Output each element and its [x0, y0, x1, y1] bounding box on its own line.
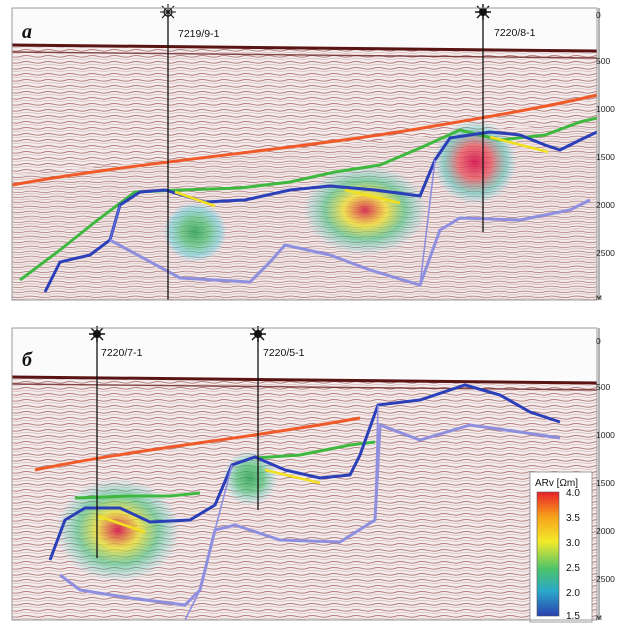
- panel-label: а: [22, 21, 32, 43]
- seismic-section-a: 7219/9-1 7220/8-1 а 0 500 1000 1500 2000…: [11, 4, 615, 302]
- depth-tick-label: 1500: [596, 152, 615, 162]
- depth-tick-label: 0: [596, 10, 601, 20]
- seismic-panel-b: 7220/7-1 7220/5-1 б ARv [Ωm] 4.0 3.5 3.0…: [0, 320, 637, 629]
- depth-tick-label: 2000: [596, 526, 615, 536]
- seismic-panel-a: 7219/9-1 7220/8-1 а 0 500 1000 1500 2000…: [11, 4, 615, 302]
- green-horizon: [19, 116, 598, 282]
- colorbar-tick-label: 3.0: [566, 538, 580, 549]
- resistivity-anomaly: [433, 120, 517, 204]
- green-horizon: [74, 491, 201, 500]
- depth-tick-label: 1000: [596, 104, 615, 114]
- depth-axis: 0 500 1000 1500 2000 2500 м: [596, 8, 615, 302]
- seabed-reflector: [11, 43, 598, 53]
- well-label: 7219/9-1: [178, 28, 220, 40]
- blue-horizon: [48, 383, 561, 561]
- depth-tick-label: 2500: [596, 574, 615, 584]
- filled-star-icon: [475, 4, 491, 20]
- yellow-horizon: [174, 190, 216, 208]
- depth-axis: 0 500 1000 1500 2000 2500 м: [596, 328, 615, 622]
- water-column: [12, 328, 597, 382]
- seismic-section-b: 7220/7-1 7220/5-1 б ARv [Ωm] 4.0 3.5 3.0…: [11, 326, 615, 623]
- depth-tick-label: 0: [596, 336, 601, 346]
- yellow-horizon: [97, 514, 146, 534]
- well-label: 7220/5-1: [263, 347, 305, 359]
- depth-tick-label: 1000: [596, 430, 615, 440]
- colorbar-tick-label: 3.5: [566, 513, 580, 524]
- resistivity-anomaly: [56, 478, 180, 582]
- depth-unit-label: м: [596, 612, 602, 622]
- seabed-reflector: [11, 375, 598, 385]
- lower-horizon: [109, 198, 591, 287]
- depth-tick-label: 2500: [596, 248, 615, 258]
- depth-unit-label: м: [596, 292, 602, 302]
- orange-horizon: [11, 93, 598, 187]
- resistivity-anomaly: [163, 202, 227, 262]
- green-horizon: [254, 440, 376, 460]
- filled-star-icon: [89, 326, 105, 342]
- water-column: [12, 8, 597, 50]
- resistivity-colorbar: ARv [Ωm] 4.0 3.5 3.0 2.5 2.0 1.5: [529, 471, 593, 623]
- well-label: 7220/8-1: [494, 27, 536, 39]
- colorbar-tick-label: 2.5: [566, 563, 580, 574]
- resistivity-anomaly: [303, 165, 427, 255]
- orange-horizon: [34, 416, 361, 472]
- depth-tick-label: 1500: [596, 478, 615, 488]
- colorbar-title: ARv [Ωm]: [535, 478, 578, 489]
- well-label: 7220/7-1: [101, 347, 143, 359]
- colorbar-tick-label: 4.0: [566, 488, 580, 499]
- depth-tick-label: 500: [596, 56, 610, 66]
- depth-tick-label: 2000: [596, 200, 615, 210]
- filled-star-icon: [250, 326, 266, 342]
- colorbar-tick-label: 2.0: [566, 588, 580, 599]
- depth-tick-label: 500: [596, 382, 610, 392]
- lower-horizon: [59, 422, 561, 607]
- yellow-horizon: [264, 468, 321, 485]
- colorbar-tick-label: 1.5: [566, 611, 580, 622]
- yellow-horizon: [344, 188, 401, 205]
- yellow-horizon: [489, 135, 549, 154]
- open-star-icon: [160, 4, 176, 20]
- panel-label: б: [22, 349, 33, 371]
